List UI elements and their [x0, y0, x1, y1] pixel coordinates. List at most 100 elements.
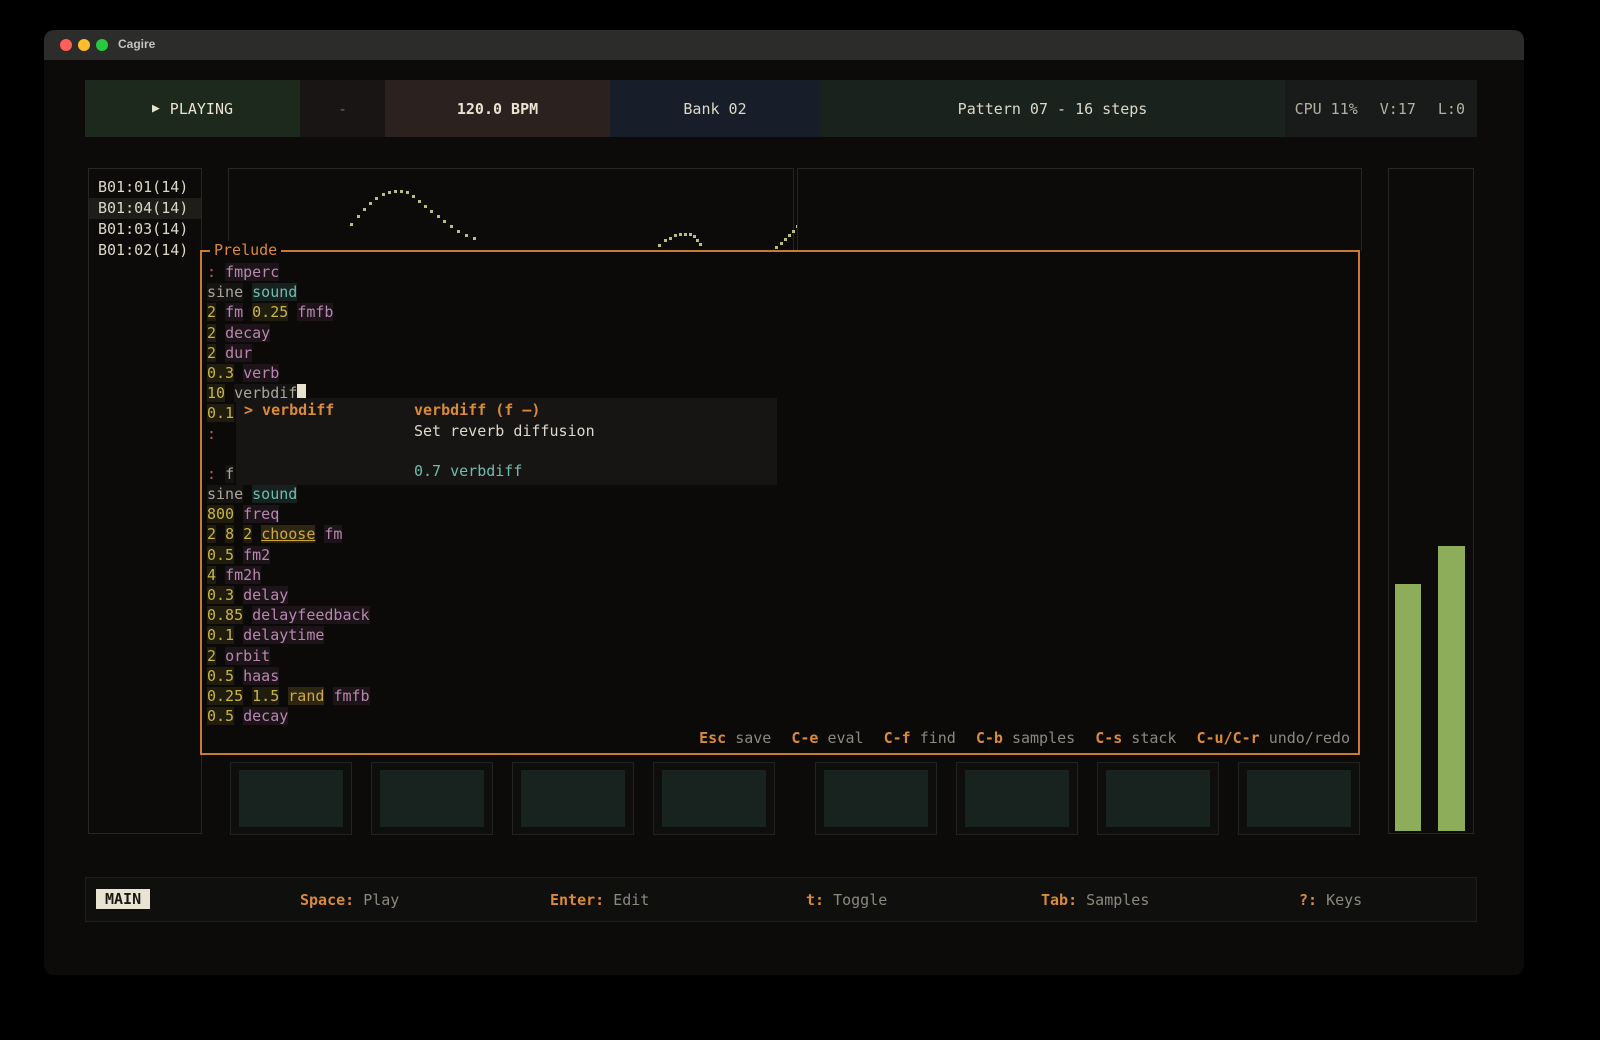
step-cell-inner: [1106, 770, 1210, 827]
keyboard-hint: C-u/C-r undo/redo: [1196, 729, 1350, 747]
step-cell-inner: [965, 770, 1069, 827]
app-window: Cagire ▶ PLAYING - 120.0 BPM Bank 02 Patt…: [44, 30, 1524, 975]
editor-keybind-hints: Esc save C-e eval C-f find C-b samples C-s s…: [699, 729, 1350, 747]
code-line[interactable]: 4 fm2h: [207, 565, 262, 584]
lag-count: L:0: [1437, 99, 1465, 118]
cpu-usage: CPU 11%: [1294, 99, 1358, 118]
waveform-dot: [788, 234, 791, 237]
code-line[interactable]: 0.25 1.5 rand fmfb: [207, 686, 370, 705]
keyboard-hint: C-b samples: [975, 729, 1076, 747]
code-line[interactable]: 2 fm 0.25 fmfb: [207, 303, 334, 322]
waveform-dot: [418, 200, 421, 203]
waveform-dot: [375, 197, 378, 200]
completion-description: Set reverb diffusion: [414, 422, 595, 440]
waveform-dot: [473, 237, 476, 240]
code-line[interactable]: 0.85 delayfeedback: [207, 606, 370, 625]
step-cell-inner: [380, 770, 484, 827]
minimize-window-button[interactable]: [78, 39, 90, 51]
keyboard-hint: Esc save: [699, 729, 772, 747]
code-line[interactable]: : f: [207, 464, 235, 483]
transport-status[interactable]: ▶ PLAYING: [85, 80, 300, 137]
pattern-list-item[interactable]: B01:02(14): [98, 241, 189, 259]
waveform-dot: [658, 244, 661, 247]
code-line[interactable]: 2 orbit: [207, 646, 271, 665]
zoom-window-button[interactable]: [96, 39, 108, 51]
close-window-button[interactable]: [60, 39, 72, 51]
play-icon: ▶: [151, 101, 160, 116]
code-line[interactable]: 0.3 delay: [207, 586, 289, 604]
waveform-dot: [669, 237, 672, 240]
waveform-dot: [437, 215, 440, 218]
completion-example: 0.7 verbdiff: [414, 462, 523, 480]
pattern-value: Pattern 07 - 16 steps: [957, 99, 1148, 118]
waveform-panel-1: [228, 168, 802, 251]
bpm-display[interactable]: 120.0 BPM: [385, 80, 610, 137]
waveform-dot: [684, 233, 687, 236]
waveform-dot: [679, 233, 682, 236]
waveform-dot: [394, 190, 397, 193]
code-line[interactable]: 0.5 decay: [207, 707, 289, 726]
pattern-list-item[interactable]: B01:01(14): [98, 178, 189, 196]
step-cell[interactable]: [1238, 762, 1360, 835]
code-line[interactable]: 800 freq: [207, 505, 280, 524]
mode-badge: MAIN: [96, 889, 151, 909]
transport-status-label: PLAYING: [169, 99, 234, 118]
waveform-dot: [699, 243, 702, 246]
waveform-dot: [465, 234, 468, 237]
step-cell[interactable]: [653, 762, 775, 835]
transport-bar: ▶ PLAYING - 120.0 BPM Bank 02 Pattern 07 …: [85, 80, 1477, 137]
code-line[interactable]: 0.5 fm2: [207, 545, 271, 564]
waveform-dot: [784, 238, 787, 241]
bank-value: Bank 02: [683, 99, 747, 118]
status-bar: MAIN Space: Play Enter: Edit t: Toggle Tab:…: [85, 877, 1477, 922]
code-line[interactable]: :: [207, 424, 217, 443]
code-line[interactable]: 2 8 2 choose fm: [207, 525, 343, 544]
step-cell[interactable]: [956, 762, 1078, 835]
waveform-dot: [430, 210, 433, 213]
waveform-panel-2: [797, 168, 1362, 251]
waveform-dot: [792, 230, 795, 233]
keyboard-hint: C-e eval: [791, 729, 864, 747]
code-line[interactable]: 10 verbdif: [207, 383, 1354, 403]
waveform-dot: [382, 193, 385, 196]
pattern-display[interactable]: Pattern 07 - 16 steps: [820, 80, 1285, 137]
waveform-dot: [693, 235, 696, 238]
step-cell[interactable]: [1097, 762, 1219, 835]
waveform-dot: [696, 239, 699, 242]
code-line[interactable]: : fmperc: [207, 263, 280, 281]
code-editor-overlay[interactable]: Prelude : fmperc sine sound 2 fm 0.25 fmfb…: [200, 241, 1360, 755]
code-line[interactable]: 0.3 verb: [207, 363, 280, 382]
stats-display: CPU 11% V:17 L:0: [1285, 80, 1477, 137]
waveform-dot: [674, 234, 677, 237]
step-cell[interactable]: [512, 762, 634, 835]
waveform-dot: [412, 195, 415, 198]
code-line[interactable]: 2 decay: [207, 323, 271, 342]
code-line[interactable]: 2 dur: [207, 343, 253, 362]
bank-display[interactable]: Bank 02: [610, 80, 820, 137]
code-area[interactable]: : fmperc sine sound 2 fm 0.25 fmfb 2 decay 2…: [207, 262, 1354, 726]
completion-item-selected[interactable]: > verbdiff: [244, 401, 335, 419]
pattern-list-item[interactable]: B01:04(14): [89, 198, 201, 219]
pattern-list-item[interactable]: B01:03(14): [98, 220, 189, 238]
step-cell[interactable]: [230, 762, 352, 835]
step-cell[interactable]: [815, 762, 937, 835]
code-line[interactable]: 0.5 haas: [207, 666, 280, 685]
voice-count: V:17: [1379, 99, 1416, 118]
keyboard-hint: C-s stack: [1095, 729, 1177, 747]
code-line[interactable]: sine sound: [207, 283, 298, 302]
completion-signature: verbdiff (f —): [414, 401, 541, 419]
step-cell-inner: [521, 770, 625, 827]
step-cell-inner: [662, 770, 766, 827]
waveform-dot: [406, 191, 409, 194]
code-line[interactable]: 0.1: [207, 404, 235, 423]
waveform-dot: [363, 208, 366, 211]
level-meter-left: [1395, 584, 1421, 831]
step-cell[interactable]: [371, 762, 493, 835]
window-titlebar: Cagire: [44, 30, 1524, 60]
code-line[interactable]: 0.1 delaytime: [207, 626, 325, 645]
code-line[interactable]: sine sound: [207, 485, 298, 504]
step-cell-inner: [1247, 770, 1351, 827]
step-cell-inner: [239, 770, 343, 827]
waveform-dot: [664, 239, 667, 242]
level-meter-right: [1438, 546, 1465, 831]
